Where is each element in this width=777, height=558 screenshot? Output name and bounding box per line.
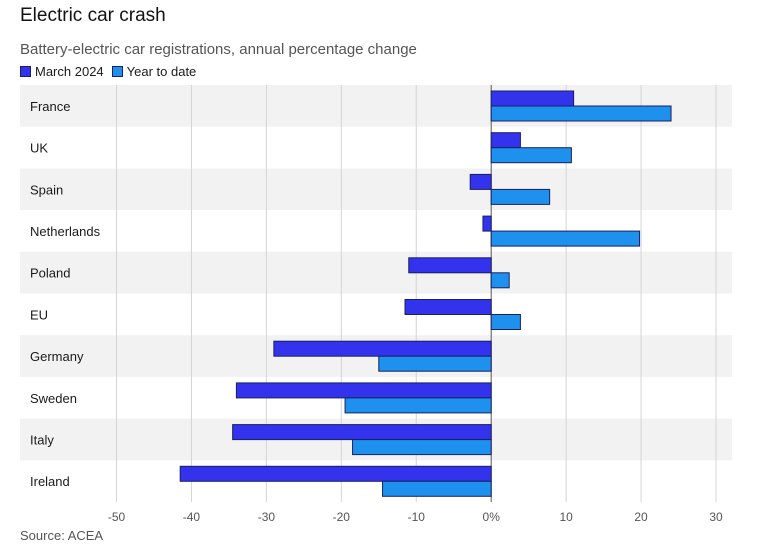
category-label: Poland	[30, 266, 70, 281]
category-label: Ireland	[30, 474, 70, 489]
row-band	[20, 251, 732, 294]
category-label: Spain	[30, 182, 63, 197]
category-label: Italy	[30, 432, 54, 447]
x-tick-label: 10	[559, 510, 573, 524]
category-label: France	[30, 99, 70, 114]
category-label: Sweden	[30, 391, 77, 406]
legend-item-ytd: Year to date	[111, 64, 197, 79]
category-label: Netherlands	[30, 224, 101, 239]
bar-march-2024	[235, 382, 492, 399]
bar-march-2024	[469, 173, 492, 190]
legend-swatch-ytd	[111, 66, 123, 77]
bar-year-to-date	[344, 397, 492, 414]
row-band	[20, 168, 732, 211]
bar-year-to-date	[352, 439, 492, 456]
bar-year-to-date	[490, 147, 572, 164]
x-tick-label: -10	[408, 510, 426, 524]
category-label: EU	[30, 307, 48, 322]
x-tick-label: -50	[108, 510, 126, 524]
x-tick-label: 0%	[483, 510, 501, 524]
bar-march-2024	[179, 465, 492, 482]
legend-label-ytd: Year to date	[126, 64, 197, 79]
bar-year-to-date	[378, 355, 492, 372]
bar-year-to-date	[490, 272, 510, 289]
legend-swatch-march	[20, 66, 31, 77]
x-tick-label: -30	[258, 510, 276, 524]
legend: March 2024 Year to date	[20, 64, 196, 79]
chart-subtitle: Battery-electric car registrations, annu…	[20, 41, 417, 58]
bar-year-to-date	[490, 314, 521, 330]
source-note: Source: ACEA	[20, 528, 104, 543]
x-tick-label: -20	[333, 510, 351, 524]
x-tick-label: 20	[634, 510, 648, 524]
bar-year-to-date	[490, 105, 672, 122]
bar-march-2024	[408, 257, 492, 274]
x-tick-label: 30	[709, 510, 723, 524]
bar-march-2024	[404, 299, 492, 315]
chart-title: Electric car crash	[20, 5, 166, 26]
bar-year-to-date	[490, 188, 551, 205]
bar-march-2024	[482, 215, 492, 232]
bar-year-to-date	[490, 230, 641, 247]
bar-march-2024	[490, 90, 575, 107]
legend-item-march: March 2024	[20, 64, 104, 79]
bar-march-2024	[490, 132, 521, 149]
category-label: Germany	[30, 349, 84, 364]
x-tick-label: -40	[183, 510, 201, 524]
bar-march-2024	[273, 340, 492, 357]
legend-label-march: March 2024	[35, 64, 104, 79]
bar-year-to-date	[382, 480, 492, 497]
bar-march-2024	[232, 424, 492, 441]
category-label: UK	[30, 141, 48, 156]
